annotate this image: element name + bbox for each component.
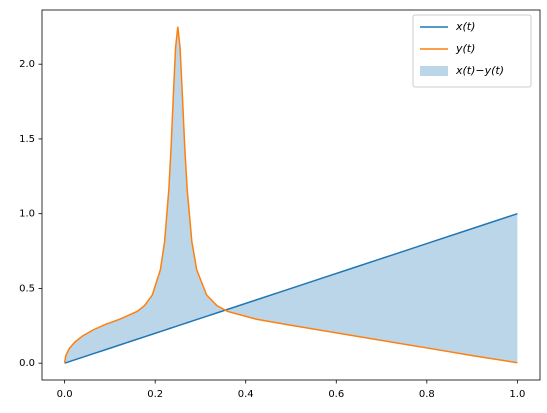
series-line: [63, 26, 518, 364]
fill-area: [64, 26, 518, 364]
x-tick-label: 0.8: [419, 389, 435, 400]
y-tick-label: 0.5: [19, 283, 35, 294]
legend-label: x(t): [455, 20, 475, 33]
x-tick-label: 1.0: [509, 389, 525, 400]
y-tick-label: 1.0: [19, 209, 35, 220]
y-tick-label: 2.0: [19, 59, 35, 70]
y-tick-label: 1.5: [19, 134, 35, 145]
x-tick-label: 0.6: [328, 389, 344, 400]
series-line: [64, 212, 518, 364]
legend-box: [412, 14, 532, 88]
legend-label: y(t): [455, 42, 475, 55]
x-tick-label: 0.4: [238, 389, 254, 400]
x-tick-label: 0.0: [57, 389, 73, 400]
legend-label: x(t)−y(t): [455, 64, 504, 77]
legend-swatch: [420, 66, 448, 76]
x-tick-label: 0.2: [147, 389, 163, 400]
axes-frame: [41, 9, 541, 381]
y-tick-label: 0.0: [19, 358, 35, 369]
